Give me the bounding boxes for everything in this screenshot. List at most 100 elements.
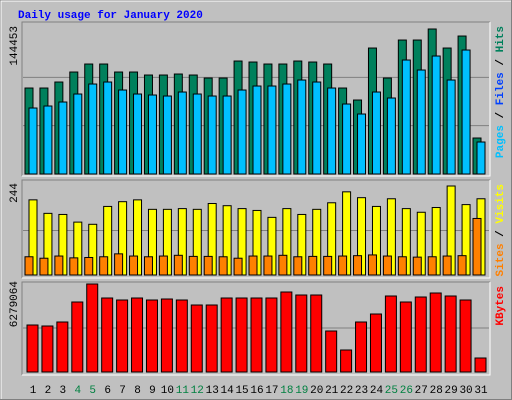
- bar: [340, 349, 353, 373]
- bar: [457, 255, 467, 276]
- x-tick-label: 1: [30, 385, 37, 397]
- legend-separator: /: [495, 224, 507, 244]
- x-tick-label: 25: [385, 385, 398, 397]
- bar: [101, 297, 114, 373]
- bar: [158, 255, 168, 276]
- x-tick-label: 28: [430, 385, 443, 397]
- y-tick-label: 6279064: [9, 281, 21, 328]
- bar: [190, 304, 203, 373]
- panel-bevel: [21, 21, 490, 176]
- x-tick-label: 3: [60, 385, 67, 397]
- bar: [278, 254, 288, 276]
- bar: [323, 255, 333, 276]
- bar: [28, 107, 38, 175]
- bar: [192, 93, 202, 175]
- bar: [386, 97, 396, 175]
- bar: [145, 299, 158, 373]
- x-tick-label: 7: [119, 385, 126, 397]
- bar: [222, 95, 232, 175]
- bar: [88, 83, 98, 175]
- bar: [248, 255, 258, 276]
- panel-bevel: [22, 22, 491, 177]
- legend-entry: Visits: [495, 184, 507, 224]
- x-tick-label: 29: [445, 385, 458, 397]
- x-tick-label: 19: [295, 385, 308, 397]
- x-tick-label: 11: [176, 385, 190, 397]
- x-tick-label: 21: [325, 385, 339, 397]
- bar: [177, 91, 187, 175]
- bar: [205, 304, 218, 373]
- bar: [369, 313, 382, 373]
- bar: [129, 255, 139, 276]
- bar: [412, 256, 422, 276]
- bar: [160, 298, 173, 373]
- bar: [384, 295, 397, 373]
- bar: [338, 255, 348, 276]
- bar: [73, 93, 83, 175]
- x-tick-label: 20: [310, 385, 323, 397]
- bar: [250, 297, 263, 373]
- bar: [446, 79, 456, 175]
- panel-bevel: [21, 179, 490, 278]
- bar: [252, 85, 262, 175]
- x-tick-label: 12: [191, 385, 204, 397]
- x-tick-label: 13: [206, 385, 219, 397]
- bar: [133, 93, 143, 175]
- bar: [442, 255, 452, 276]
- bar: [282, 83, 292, 175]
- bar: [188, 255, 198, 276]
- bar: [58, 101, 68, 175]
- x-tick-label: 31: [474, 385, 488, 397]
- x-tick-label: 8: [134, 385, 141, 397]
- legend-separator: /: [495, 105, 507, 125]
- bar: [220, 297, 233, 373]
- bar: [41, 325, 54, 373]
- bar: [207, 95, 217, 175]
- bar: [235, 297, 248, 373]
- bar: [459, 299, 472, 373]
- bar: [43, 105, 53, 175]
- legend: Sites / Visits: [495, 184, 507, 276]
- bar: [295, 294, 308, 373]
- bar: [233, 257, 243, 276]
- x-tick-label: 15: [235, 385, 248, 397]
- x-tick-label: 30: [459, 385, 472, 397]
- bar: [399, 301, 412, 373]
- bar: [162, 95, 172, 175]
- bar: [103, 81, 113, 175]
- x-tick-label: 5: [89, 385, 96, 397]
- bar: [353, 255, 363, 276]
- bar: [342, 103, 352, 175]
- bar: [143, 256, 153, 276]
- bar: [218, 256, 228, 276]
- bar: [474, 357, 487, 373]
- legend-entry: Files: [495, 72, 507, 105]
- bar: [427, 256, 437, 276]
- bar: [461, 49, 471, 175]
- bar: [429, 292, 442, 373]
- bar: [444, 295, 457, 373]
- bar: [414, 296, 427, 373]
- bar: [308, 255, 318, 276]
- x-tick-label: 23: [355, 385, 368, 397]
- bar: [24, 256, 34, 276]
- bar: [118, 89, 128, 175]
- x-tick-label: 9: [149, 385, 156, 397]
- bar: [357, 113, 367, 175]
- x-tick-label: 22: [340, 385, 353, 397]
- bar: [371, 91, 381, 175]
- bar: [263, 255, 273, 276]
- bar: [54, 255, 64, 276]
- bar: [312, 81, 322, 175]
- bar: [131, 297, 144, 373]
- bar: [472, 217, 482, 276]
- bar: [293, 256, 303, 276]
- bar: [26, 324, 39, 373]
- x-tick-label: 24: [370, 385, 384, 397]
- bar: [56, 321, 69, 373]
- x-tick-label: 10: [161, 385, 174, 397]
- bar: [327, 87, 337, 175]
- legend-entry: Pages: [495, 125, 507, 158]
